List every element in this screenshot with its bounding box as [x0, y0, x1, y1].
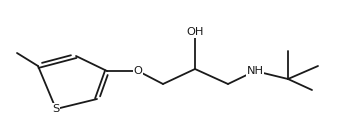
Text: OH: OH [186, 27, 204, 37]
Text: S: S [52, 104, 59, 114]
Text: NH: NH [246, 66, 264, 76]
Text: O: O [133, 66, 143, 76]
